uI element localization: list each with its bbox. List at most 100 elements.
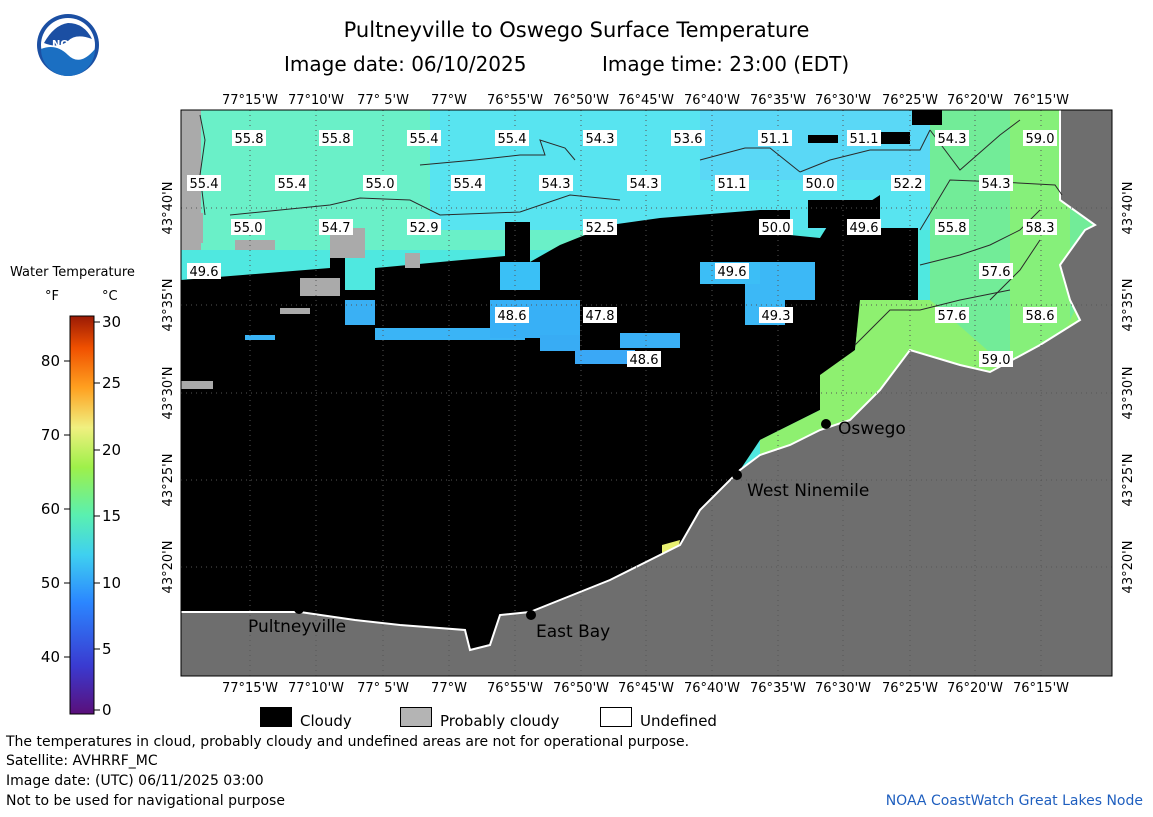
temperature-label: 57.6 xyxy=(935,307,969,324)
temperature-label: 53.6 xyxy=(671,130,705,147)
lon-label: 76°40'W xyxy=(684,681,740,696)
temperature-label: 52.9 xyxy=(407,219,441,236)
probably-cloudy-swatch xyxy=(400,707,432,727)
temperature-label: 55.8 xyxy=(232,130,266,147)
temperature-label: 54.3 xyxy=(539,175,573,192)
c-tick: 5 xyxy=(102,640,112,658)
c-tick: 20 xyxy=(102,441,121,459)
image-time: Image time: 23:00 (EDT) xyxy=(602,52,850,76)
lon-label: 76°30'W xyxy=(815,681,871,696)
lon-label: 76°25'W xyxy=(882,681,938,696)
temperature-label: 49.6 xyxy=(715,263,749,280)
temperature-label: 48.6 xyxy=(495,307,529,324)
satellite: Satellite: AVHRRF_MC xyxy=(6,753,158,769)
temperature-label: 50.0 xyxy=(803,175,837,192)
temperature-label: 55.4 xyxy=(187,175,221,192)
svg-text:55.4: 55.4 xyxy=(498,132,527,147)
lon-label: 77°10'W xyxy=(288,93,344,108)
lon-label: 77° 5'W xyxy=(357,681,409,696)
c-tick: 25 xyxy=(102,374,121,392)
f-tick: 70 xyxy=(41,426,60,444)
c-tick: 30 xyxy=(102,313,121,331)
lat-label: 43°35'N xyxy=(1121,279,1136,332)
svg-text:49.6: 49.6 xyxy=(850,221,879,236)
lat-label: 43°25'N xyxy=(161,454,176,507)
lon-label: 76°20'W xyxy=(947,93,1003,108)
temperature-label: 49.6 xyxy=(187,263,221,280)
lon-label: 77°10'W xyxy=(288,681,344,696)
noaa-logo: NOAA xyxy=(36,13,100,77)
lat-label: 43°25'N xyxy=(1121,454,1136,507)
unit-c: °C xyxy=(102,289,118,304)
c-tick: 10 xyxy=(102,574,121,592)
svg-text:53.6: 53.6 xyxy=(674,132,703,147)
lon-label: 76°35'W xyxy=(750,93,806,108)
lon-label: 76°40'W xyxy=(684,93,740,108)
lat-label: 43°35'N xyxy=(161,279,176,332)
svg-text:52.2: 52.2 xyxy=(894,177,923,192)
svg-text:51.1: 51.1 xyxy=(850,132,879,147)
temperature-label: 54.3 xyxy=(979,175,1013,192)
svg-text:54.3: 54.3 xyxy=(938,132,967,147)
svg-text:58.6: 58.6 xyxy=(1026,309,1055,324)
temperature-label: 48.6 xyxy=(627,351,661,368)
credit-link[interactable]: NOAA CoastWatch Great Lakes Node xyxy=(885,793,1143,809)
temperature-label: 54.3 xyxy=(627,175,661,192)
svg-text:55.8: 55.8 xyxy=(235,132,264,147)
svg-text:55.0: 55.0 xyxy=(234,221,263,236)
temperature-label: 55.0 xyxy=(363,175,397,192)
temperature-label: 58.3 xyxy=(1023,219,1057,236)
temperature-label: 51.1 xyxy=(847,130,881,147)
svg-text:55.8: 55.8 xyxy=(322,132,351,147)
svg-text:57.6: 57.6 xyxy=(938,309,967,324)
disclaimer: The temperatures in cloud, probably clou… xyxy=(6,734,690,750)
lon-label: 77°15'W xyxy=(222,681,278,696)
f-tick: 80 xyxy=(41,352,60,370)
temperature-label: 55.4 xyxy=(407,130,441,147)
nav-warning: Not to be used for navigational purpose xyxy=(6,793,285,809)
temperature-label: 55.4 xyxy=(495,130,529,147)
lon-label: 76°35'W xyxy=(750,681,806,696)
svg-text:52.9: 52.9 xyxy=(410,221,439,236)
svg-text:55.0: 55.0 xyxy=(366,177,395,192)
svg-text:54.3: 54.3 xyxy=(586,132,615,147)
lon-label: 76°45'W xyxy=(618,93,674,108)
lat-label: 43°30'N xyxy=(161,367,176,420)
lat-label: 43°40'N xyxy=(1121,182,1136,235)
lon-label: 76°55'W xyxy=(487,93,543,108)
temperature-label: 51.1 xyxy=(715,175,749,192)
temperature-label: 51.1 xyxy=(758,130,792,147)
map-title: Pultneyville to Oswego Surface Temperatu… xyxy=(343,18,810,42)
noaa-logo-text: NOAA xyxy=(52,39,84,50)
c-tick: 15 xyxy=(102,507,121,525)
lon-label: 76°20'W xyxy=(947,681,1003,696)
place-label: Pultneyville xyxy=(248,617,346,637)
svg-text:48.6: 48.6 xyxy=(498,309,527,324)
temperature-label: 55.4 xyxy=(451,175,485,192)
svg-text:48.6: 48.6 xyxy=(630,353,659,368)
lat-label: 43°40'N xyxy=(161,182,176,235)
lon-label: 77°15'W xyxy=(222,93,278,108)
lon-label: 77°W xyxy=(431,93,467,108)
lon-label: 76°25'W xyxy=(882,93,938,108)
svg-text:49.6: 49.6 xyxy=(718,265,747,280)
lat-label: 43°30'N xyxy=(1121,367,1136,420)
unit-f: °F xyxy=(45,289,59,304)
lon-label: 77°W xyxy=(431,681,467,696)
temperature-label: 55.8 xyxy=(319,130,353,147)
lon-label: 76°30'W xyxy=(815,93,871,108)
svg-text:47.8: 47.8 xyxy=(586,309,615,324)
lon-label: 76°50'W xyxy=(553,93,609,108)
svg-text:54.3: 54.3 xyxy=(982,177,1011,192)
lat-label: 43°20'N xyxy=(1121,541,1136,594)
lon-label: 76°15'W xyxy=(1013,681,1069,696)
svg-text:55.4: 55.4 xyxy=(278,177,307,192)
legend-probably-cloudy: Probably cloudy xyxy=(440,712,560,730)
temperature-label: 55.0 xyxy=(231,219,265,236)
lon-label: 76°50'W xyxy=(553,681,609,696)
svg-text:49.6: 49.6 xyxy=(190,265,219,280)
svg-text:51.1: 51.1 xyxy=(761,132,790,147)
temperature-label: 55.4 xyxy=(275,175,309,192)
svg-text:54.3: 54.3 xyxy=(630,177,659,192)
